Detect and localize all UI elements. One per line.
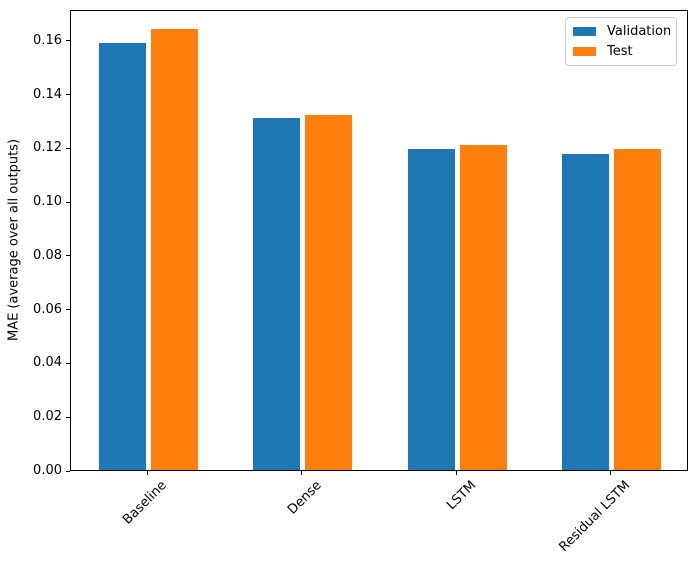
x-tick-label-baseline: Baseline [120,478,170,528]
y-tick-label: 0.00 [33,463,62,478]
y-tick-label: 0.02 [33,409,62,425]
y-tick-mark [66,255,70,257]
bar-validation-baseline [98,42,146,470]
legend-item-validation: Validation [573,24,672,39]
legend-label-validation: Validation [607,24,672,39]
bar-validation-residual-lstm [562,154,610,470]
y-tick-label: 0.12 [33,140,62,156]
y-tick-mark [66,40,70,42]
bar-validation-dense [253,117,301,470]
y-tick-mark [66,362,70,364]
y-tick-label: 0.04 [33,355,62,371]
x-tick-label-residual-lstm: Residual LSTM [556,478,634,555]
legend-label-test: Test [607,44,633,59]
legend-item-test: Test [573,44,668,59]
plot-area [70,10,688,471]
bar-test-residual-lstm [614,148,662,470]
x-tick-mark [610,471,612,475]
validation-color-swatch [573,27,596,36]
y-tick-mark [66,470,70,472]
legend: Validation Test [565,17,677,66]
y-tick-label: 0.16 [33,32,62,48]
x-tick-mark [455,471,457,475]
bar-validation-lstm [407,148,455,470]
y-tick-mark [66,201,70,203]
y-tick-label: 0.10 [33,194,62,210]
bar-test-dense [305,115,353,470]
x-tick-mark [301,471,303,475]
x-tick-label-lstm: LSTM [443,478,479,514]
x-tick-label-dense: Dense [284,478,325,518]
y-tick-label: 0.06 [33,301,62,317]
y-tick-label: 0.14 [33,86,62,102]
y-tick-mark [66,94,70,96]
y-tick-mark [66,147,70,149]
test-color-swatch [573,47,596,56]
bar-test-baseline [150,29,198,470]
x-tick-mark [146,471,148,475]
y-tick-mark [66,416,70,418]
y-tick-mark [66,309,70,311]
bar-test-lstm [459,144,507,470]
y-tick-label: 0.08 [33,247,62,263]
